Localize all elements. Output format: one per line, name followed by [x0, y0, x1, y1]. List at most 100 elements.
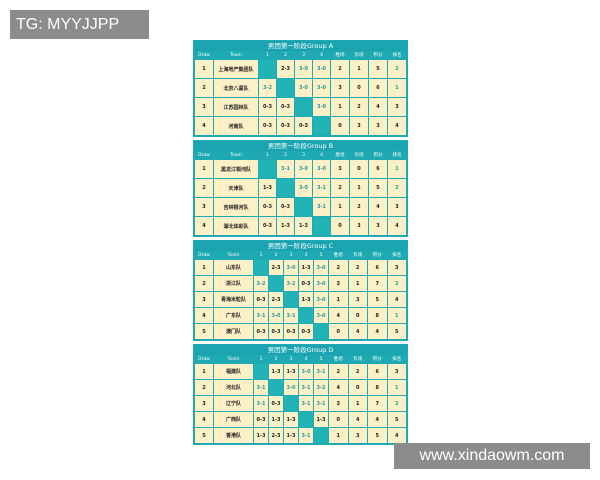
draw-cell: 4 — [194, 116, 214, 136]
diagonal-cell — [268, 379, 284, 396]
table-row: 5 澳门队 0-3 0-3 0-3 0-3 0 4 4 5 — [194, 323, 407, 340]
col-opponent: 3 — [294, 51, 313, 60]
team-cell: 上海地产集团队 — [213, 59, 259, 79]
team-cell: 山东队 — [213, 259, 254, 276]
draw-cell: 3 — [194, 395, 214, 412]
team-cell: 河北队 — [213, 379, 254, 396]
losses-cell: 4 — [347, 323, 368, 340]
score-cell: 3-0 — [283, 379, 299, 396]
points-cell: 5 — [367, 427, 388, 444]
col-rank: 排名 — [387, 251, 407, 260]
col-opponent: 2 — [268, 251, 284, 260]
team-cell: 北京八喜队 — [213, 78, 259, 98]
points-cell: 8 — [367, 379, 388, 396]
rank-cell: 1 — [387, 78, 407, 98]
wins-cell: 3 — [330, 78, 350, 98]
draw-cell: 1 — [194, 159, 214, 179]
score-cell: 3-0 — [312, 159, 331, 179]
score-cell: 0-3 — [283, 323, 299, 340]
points-cell: 5 — [368, 178, 388, 198]
score-cell: 3-1 — [298, 427, 314, 444]
diagonal-cell — [276, 78, 295, 98]
diagonal-cell — [258, 59, 277, 79]
score-cell: 0-3 — [253, 323, 269, 340]
wins-cell: 1 — [328, 291, 349, 308]
draw-cell: 4 — [194, 307, 214, 324]
score-cell: 0-3 — [258, 97, 277, 117]
col-opponent: 3 — [283, 355, 299, 364]
points-cell: 4 — [368, 97, 388, 117]
points-cell: 4 — [367, 411, 388, 428]
points-cell: 6 — [367, 363, 388, 380]
col-wins: 胜场 — [328, 355, 348, 364]
wins-cell: 0 — [330, 116, 350, 136]
diagonal-cell — [298, 307, 314, 324]
rank-cell: 3 — [386, 259, 407, 276]
wins-cell: 1 — [328, 427, 349, 444]
rank-cell: 4 — [386, 291, 407, 308]
points-cell: 3 — [368, 216, 388, 236]
score-cell: 1-3 — [313, 411, 329, 428]
losses-cell: 1 — [349, 59, 369, 79]
rank-cell: 2 — [386, 275, 407, 292]
score-cell: 1-3 — [283, 411, 299, 428]
diagonal-cell — [294, 97, 313, 117]
score-cell: 3-1 — [276, 159, 295, 179]
wins-cell: 1 — [330, 197, 350, 217]
rank-cell: 1 — [386, 307, 407, 324]
col-rank: 排名 — [387, 151, 407, 160]
diagonal-cell — [313, 427, 329, 444]
group-title: 男团第一阶段Group A — [194, 41, 407, 51]
points-cell: 6 — [367, 259, 388, 276]
col-wins: 胜场 — [330, 51, 350, 60]
table-row: 2 天津队 1-3 3-0 3-1 2 1 5 2 — [194, 178, 407, 198]
score-cell: 3-1 — [298, 395, 314, 412]
col-opponent: 1 — [253, 251, 269, 260]
rank-cell: 1 — [387, 159, 407, 179]
score-cell: 1-3 — [268, 411, 284, 428]
col-team: Team — [213, 51, 259, 60]
table-row: 2 河北队 3-1 3-0 3-1 3-2 4 0 8 1 — [194, 379, 407, 396]
header-row: Draw Team 1 2 3 4 5 胜场 负场 积分 排名 — [194, 355, 407, 364]
table-row: 4 湖北体彩队 0-3 1-3 1-3 0 3 3 4 — [194, 216, 407, 236]
col-rank: 排名 — [387, 355, 407, 364]
table-row: 2 北京八喜队 3-2 3-0 3-0 3 0 6 1 — [194, 78, 407, 98]
col-opponent: 2 — [268, 355, 284, 364]
losses-cell: 2 — [349, 97, 369, 117]
col-opponent: 3 — [283, 251, 299, 260]
table-row: 4 广西队 0-3 1-3 1-3 1-3 0 4 4 5 — [194, 411, 407, 428]
draw-cell: 3 — [194, 197, 214, 217]
col-draw: Draw — [194, 355, 214, 364]
wins-cell: 0 — [328, 411, 349, 428]
col-opponent: 1 — [258, 151, 277, 160]
diagonal-cell — [313, 323, 329, 340]
draw-cell: 1 — [194, 259, 214, 276]
losses-cell: 3 — [347, 291, 368, 308]
team-cell: 吉林银河队 — [213, 197, 259, 217]
losses-cell: 0 — [349, 78, 369, 98]
rank-cell: 4 — [387, 216, 407, 236]
col-losses: 负场 — [349, 151, 369, 160]
group-table: 男团第一阶段Group B Draw Team 1 2 3 4 胜场 负场 积分 排名 1 黑龙江银河队… — [193, 140, 408, 237]
score-cell: 3-0 — [283, 259, 299, 276]
wins-cell: 0 — [328, 323, 349, 340]
team-cell: 广东队 — [213, 307, 254, 324]
col-points: 积分 — [368, 51, 388, 60]
group-title: 男团第一阶段Group C — [194, 241, 407, 251]
table-row: 3 吉林银河队 0-3 0-3 3-1 1 2 4 3 — [194, 197, 407, 217]
watermark-bottom-right: www.xindaowm.com — [394, 443, 590, 469]
wins-cell: 4 — [328, 307, 349, 324]
losses-cell: 3 — [347, 427, 368, 444]
score-cell: 1-3 — [298, 291, 314, 308]
score-cell: 2-3 — [276, 59, 295, 79]
losses-cell: 0 — [349, 159, 369, 179]
group-table: 男团第一阶段Group A Draw Team 1 2 3 4 胜场 负场 积分 排名 1 上海地产集团… — [193, 40, 408, 137]
score-cell: 3-0 — [294, 78, 313, 98]
score-cell: 0-3 — [253, 411, 269, 428]
losses-cell: 2 — [347, 363, 368, 380]
diagonal-cell — [253, 363, 269, 380]
rank-cell: 2 — [386, 395, 407, 412]
score-cell: 3-0 — [294, 159, 313, 179]
score-cell: 3-2 — [258, 78, 277, 98]
col-team: Team — [213, 251, 254, 260]
